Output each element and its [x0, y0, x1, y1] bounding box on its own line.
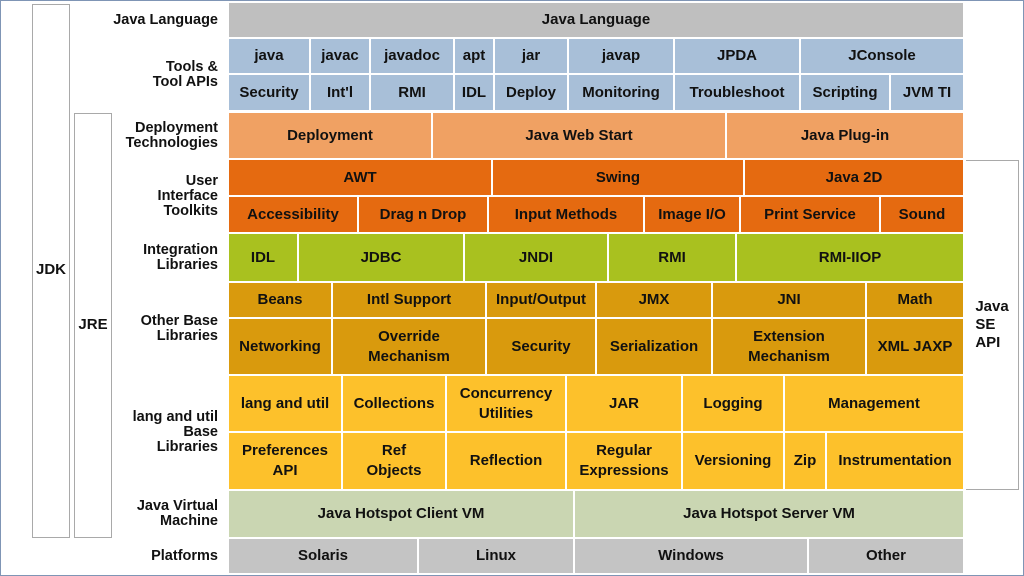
cell-reflection: Reflection: [446, 432, 566, 490]
cell-rmi: RMI: [370, 74, 454, 111]
jre-bracket: [74, 113, 112, 538]
row-label-java-virtual-machine: Java Virtual Machine: [136, 498, 218, 529]
cell-java-hotspot-server-vm: Java Hotspot Server VM: [574, 490, 964, 538]
cell-solaris: Solaris: [228, 538, 418, 574]
cell-networking: Networking: [228, 318, 332, 375]
jdk-label: JDK: [35, 261, 66, 278]
cell-input-methods: Input Methods: [488, 196, 644, 233]
cell-beans: Beans: [228, 282, 332, 318]
jdk-bracket: [32, 4, 70, 538]
cell-accessibility: Accessibility: [228, 196, 358, 233]
cell-collections: Collections: [342, 375, 446, 432]
cell-regular-expressions: Regular Expressions: [566, 432, 682, 490]
cell-intl-support: Intl Support: [332, 282, 486, 318]
cell-jconsole: JConsole: [800, 38, 964, 74]
cell-troubleshoot: Troubleshoot: [674, 74, 800, 111]
row-label-integration-libraries: Integration Libraries: [143, 241, 218, 273]
cell-linux: Linux: [418, 538, 574, 574]
cell-preferences-api: Preferences API: [228, 432, 342, 490]
cell-jndi: JNDI: [464, 233, 608, 282]
cell-rmi: RMI: [608, 233, 736, 282]
cell-logging: Logging: [682, 375, 784, 432]
cell-zip: Zip: [784, 432, 826, 490]
cell-print-service: Print Service: [740, 196, 880, 233]
cell-xml-jaxp: XML JAXP: [866, 318, 964, 375]
cell-instrumentation: Instrumentation: [826, 432, 964, 490]
cell-ref-objects: Ref Objects: [342, 432, 446, 490]
row-label-other-base-libraries: Other Base Libraries: [140, 312, 218, 344]
cell-int-l: Int'l: [310, 74, 370, 111]
row-label-user-interface-toolkits: User Interface Toolkits: [157, 172, 218, 219]
cell-security: Security: [228, 74, 310, 111]
row-label-java-language: Java Language: [113, 11, 218, 28]
java-se-api-bracket: [966, 160, 1019, 490]
row-label-lang-and-util-base-libraries: lang and util Base Libraries: [132, 409, 218, 455]
cell-jpda: JPDA: [674, 38, 800, 74]
cell-input-output: Input/Output: [486, 282, 596, 318]
row-label-tools-tool-apis: Tools & Tool APIs: [152, 59, 218, 90]
cell-serialization: Serialization: [596, 318, 712, 375]
cell-drag-n-drop: Drag n Drop: [358, 196, 488, 233]
cell-versioning: Versioning: [682, 432, 784, 490]
cell-windows: Windows: [574, 538, 808, 574]
cell-other: Other: [808, 538, 964, 574]
cell-awt: AWT: [228, 159, 492, 196]
java-se-api-label: Java SE API: [975, 298, 1009, 351]
cell-scripting: Scripting: [800, 74, 890, 111]
cell-apt: apt: [454, 38, 494, 74]
cell-lang-and-util: lang and util: [228, 375, 342, 432]
cell-concurrency-utilities: Concurrency Utilities: [446, 375, 566, 432]
cell-java-2d: Java 2D: [744, 159, 964, 196]
cell-extension-mechanism: Extension Mechanism: [712, 318, 866, 375]
cell-management: Management: [784, 375, 964, 432]
cell-security: Security: [486, 318, 596, 375]
cell-deployment: Deployment: [228, 112, 432, 159]
cell-jar: JAR: [566, 375, 682, 432]
cell-idl: IDL: [454, 74, 494, 111]
cell-math: Math: [866, 282, 964, 318]
cell-java-web-start: Java Web Start: [432, 112, 726, 159]
cell-java-plug-in: Java Plug-in: [726, 112, 964, 159]
cell-java: java: [228, 38, 310, 74]
cell-monitoring: Monitoring: [568, 74, 674, 111]
cell-jmx: JMX: [596, 282, 712, 318]
cell-swing: Swing: [492, 159, 744, 196]
cell-deploy: Deploy: [494, 74, 568, 111]
jre-label: JRE: [78, 316, 108, 333]
cell-javac: javac: [310, 38, 370, 74]
cell-java-language: Java Language: [228, 2, 964, 38]
cell-jvm-ti: JVM TI: [890, 74, 964, 111]
cell-java-hotspot-client-vm: Java Hotspot Client VM: [228, 490, 574, 538]
cell-image-i-o: Image I/O: [644, 196, 740, 233]
row-label-platforms: Platforms: [151, 547, 218, 564]
cell-idl: IDL: [228, 233, 298, 282]
cell-jar: jar: [494, 38, 568, 74]
row-label-deployment-technologies: Deployment Technologies: [125, 119, 218, 151]
cell-javadoc: javadoc: [370, 38, 454, 74]
cell-javap: javap: [568, 38, 674, 74]
cell-override-mechanism: Override Mechanism: [332, 318, 486, 375]
cell-sound: Sound: [880, 196, 964, 233]
cell-rmi-iiop: RMI-IIOP: [736, 233, 964, 282]
cell-jdbc: JDBC: [298, 233, 464, 282]
cell-jni: JNI: [712, 282, 866, 318]
